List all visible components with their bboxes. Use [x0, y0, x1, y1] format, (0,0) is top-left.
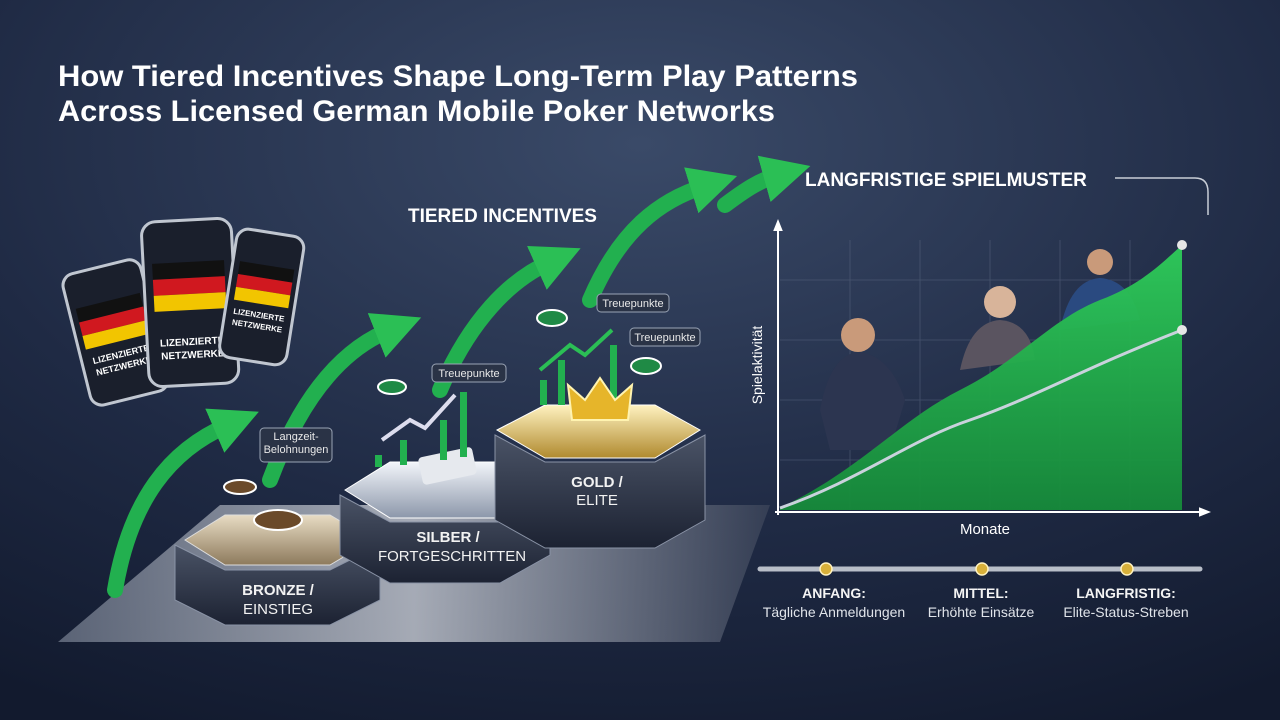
podium-bronze — [253, 509, 303, 531]
phone-label: LIZENZIERTE — [160, 335, 225, 349]
phone-label: NETZWERKE — [161, 348, 225, 362]
stage-text: Erhöhte Einsätze — [928, 604, 1035, 620]
phones: LIZENZIERTE NETZWERKE — [61, 258, 170, 407]
podium-gold — [630, 357, 662, 375]
podium-gold — [540, 380, 547, 405]
title: How Tiered Incentives Shape Long-Term Pl… — [58, 60, 858, 93]
timeline-dots — [1120, 562, 1134, 576]
tag: Treuepunkte — [438, 368, 499, 380]
tag: Treuepunkte — [602, 298, 663, 310]
tier-label: EINSTIEG — [243, 601, 313, 618]
phones — [237, 261, 295, 283]
podium-silver — [375, 392, 467, 467]
phones — [79, 306, 147, 337]
tags — [431, 363, 507, 383]
title: Across Licensed German Mobile Poker Netw… — [58, 95, 775, 128]
y-axis-label: Spielaktivität — [749, 326, 765, 405]
tags — [629, 327, 701, 347]
chart-heading: LANGFRISTIGE SPIELMUSTER — [805, 170, 1087, 191]
growth-arrows — [717, 155, 811, 213]
podium-silver — [377, 379, 407, 395]
timeline-dots — [819, 562, 1134, 576]
podium-bronze — [174, 544, 381, 626]
tier-label: ELITE — [576, 492, 618, 509]
tier-label: SILBER / FORTGESCHRITTEN — [378, 529, 526, 565]
people — [841, 318, 875, 352]
podium-gold — [538, 328, 614, 372]
stage: ANFANG: — [802, 585, 866, 601]
podium-silver — [440, 420, 447, 460]
incentives-heading: TIERED INCENTIVES — [408, 206, 597, 227]
tags — [259, 293, 701, 463]
tag: Langzeit- — [273, 431, 319, 443]
tier-label: GOLD / ELITE — [571, 474, 623, 509]
phones — [152, 276, 226, 296]
podium-silver — [339, 494, 551, 584]
tags — [596, 293, 670, 313]
growth-arrows — [582, 167, 738, 308]
people — [1087, 249, 1113, 275]
stage-text: Tägliche Anmeldungen — [763, 604, 905, 620]
tag: Langzeit-Belohnungen — [264, 431, 329, 456]
podium-gold — [540, 345, 617, 405]
phones — [75, 292, 144, 323]
point — [1177, 240, 1187, 250]
podium-bronze — [223, 479, 257, 495]
stage: LANGFRISTIG: — [1076, 585, 1176, 601]
podium-gold — [566, 376, 634, 421]
tier-label: BRONZE / — [242, 582, 315, 599]
tier-label: FORTGESCHRITTEN — [378, 548, 526, 565]
timeline-dots — [975, 562, 989, 576]
point — [1177, 325, 1187, 335]
timeline-dots — [819, 562, 833, 576]
phones — [82, 320, 150, 350]
phones — [152, 260, 225, 280]
podium-silver — [380, 393, 457, 442]
people — [820, 352, 905, 450]
podium-gold — [536, 309, 568, 327]
activity-area — [780, 245, 1182, 510]
tags — [259, 427, 333, 463]
activity-line — [779, 328, 1183, 510]
growth-arrows — [107, 408, 259, 598]
podium-gold — [610, 345, 617, 405]
podium-silver — [400, 440, 407, 465]
tier-label: SILBER / — [416, 529, 480, 546]
podium-bronze — [174, 479, 381, 626]
phones — [235, 273, 293, 296]
phones — [233, 286, 291, 309]
phones — [153, 292, 227, 312]
tier-label: BRONZE / EINSTIEG — [242, 582, 315, 618]
podium-gold — [494, 309, 706, 549]
phones: LIZENZIERTE NETZWERKE LIZENZIERTE NETZWE… — [61, 216, 306, 407]
phones: LIZENZIERTE NETZWERKE — [218, 227, 306, 367]
people — [984, 286, 1016, 318]
podium-silver — [460, 392, 467, 457]
podium-gold — [558, 360, 565, 405]
podium-gold — [494, 434, 706, 549]
frame — [1115, 177, 1209, 215]
tag: Belohnungen — [264, 444, 329, 456]
tag: Treuepunkte — [634, 332, 695, 344]
stage-text: Elite-Status-Streben — [1063, 604, 1188, 620]
podium-silver — [375, 455, 382, 467]
stage: MITTEL: — [953, 585, 1008, 601]
x-axis-label: Monate — [960, 521, 1010, 538]
tier-label: GOLD / — [571, 474, 623, 491]
phones: LIZENZIERTE NETZWERKE — [140, 216, 241, 389]
